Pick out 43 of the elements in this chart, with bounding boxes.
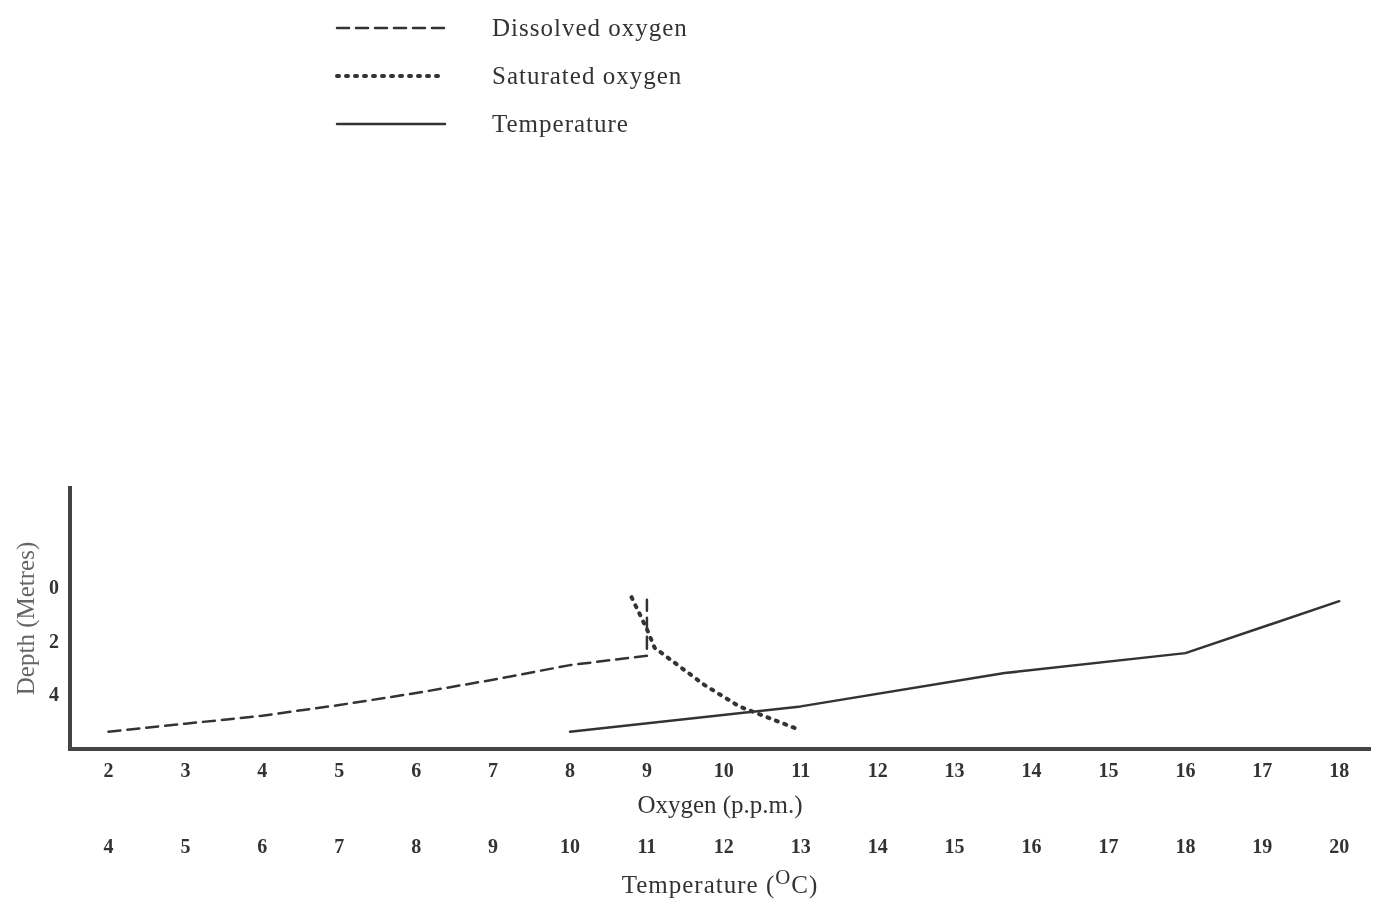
x-tick-label: 7 (488, 759, 499, 782)
x-tick-label: 2 (103, 759, 114, 782)
x2-tick-label: 19 (1252, 835, 1273, 858)
x-axis-title: Oxygen (p.p.m.) (637, 790, 803, 819)
x2-tick-label: 12 (713, 835, 734, 858)
x-tick-label: 18 (1329, 759, 1350, 782)
x2-tick-label: 10 (560, 835, 580, 858)
x2-tick-label: 5 (180, 835, 191, 858)
y-tick-label: 4 (49, 682, 59, 705)
x2-tick-label: 4 (103, 835, 114, 858)
x-tick-label: 16 (1175, 759, 1196, 782)
x2-tick-label: 16 (1021, 835, 1042, 858)
legend-label: Saturated oxygen (492, 62, 683, 90)
x2-tick-label: 14 (867, 835, 888, 858)
x2-tick-label: 20 (1329, 835, 1350, 858)
x-tick-label: 4 (257, 759, 268, 782)
y-axis-title: Depth (Metres) (11, 541, 40, 696)
legend-label: Dissolved oxygen (492, 14, 688, 42)
legend-label: Temperature (492, 110, 629, 138)
x-tick-label: 8 (565, 759, 575, 782)
x2-tick-label: 8 (411, 835, 422, 858)
x2-tick-label: 15 (944, 835, 965, 858)
x2-tick-label: 17 (1098, 835, 1119, 858)
x-tick-label: 10 (713, 759, 734, 782)
x-tick-label: 9 (641, 759, 652, 782)
y-tick-label: 2 (49, 629, 59, 652)
x2-tick-label: 7 (334, 835, 345, 858)
x-tick-label: 13 (944, 759, 965, 782)
x2-tick-label: 18 (1175, 835, 1196, 858)
x-tick-label: 11 (791, 759, 811, 782)
x-tick-label: 14 (1021, 759, 1042, 782)
x-tick-label: 6 (411, 759, 422, 782)
x-tick-label: 15 (1098, 759, 1119, 782)
x2-tick-label: 11 (637, 835, 657, 858)
x-tick-label: 3 (180, 759, 191, 782)
x2-tick-label: 9 (488, 835, 499, 858)
x-tick-label: 5 (334, 759, 345, 782)
x-tick-label: 17 (1252, 759, 1273, 782)
x2-tick-label: 6 (257, 835, 268, 858)
x-tick-label: 12 (867, 759, 888, 782)
x2-axis-title: Temperature ($^{O}$C) (621, 865, 819, 900)
y-tick-label: 0 (49, 576, 59, 599)
x2-tick-label: 13 (790, 835, 811, 858)
